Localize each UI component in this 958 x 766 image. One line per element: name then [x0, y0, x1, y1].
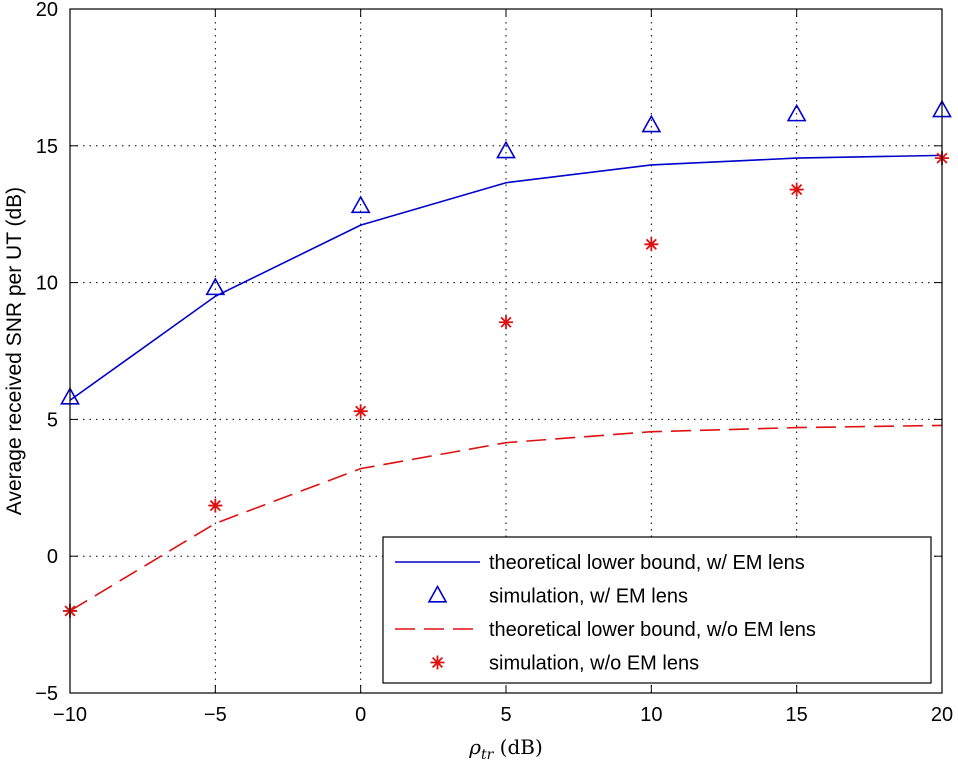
- star-point: [499, 315, 513, 330]
- legend-triangle-swatch: [427, 584, 448, 603]
- x-tick-label: 20: [931, 704, 953, 726]
- y-tick-label: 15: [36, 136, 58, 158]
- y-tick-label: −5: [35, 683, 58, 705]
- y-tick-label: 10: [36, 273, 58, 295]
- triangle-point: [496, 140, 516, 159]
- legend-item: theoretical lower bound, w/o EM lens: [395, 619, 816, 641]
- triangle-point: [786, 103, 807, 122]
- x-tick-label: 5: [500, 704, 511, 726]
- triangle-point: [205, 277, 226, 296]
- y-tick-label: 0: [47, 546, 58, 568]
- star-point: [208, 498, 223, 513]
- series-3: [69, 424, 943, 612]
- legend-item: simulation, w/o EM lens: [430, 653, 699, 675]
- legend-label: simulation, w/ EM lens: [489, 586, 688, 608]
- y-axis-label: Average received SNR per UT (dB): [3, 187, 26, 515]
- star-point: [644, 237, 659, 252]
- x-tick-label: 0: [355, 704, 366, 726]
- y-tick-label: 20: [36, 0, 58, 21]
- star-point: [353, 404, 368, 419]
- x-tick-label: −10: [53, 704, 87, 726]
- legend-label: theoretical lower bound, w/o EM lens: [489, 619, 816, 641]
- plot-frame: [69, 8, 943, 694]
- x-axis-subscript: tr: [481, 747, 495, 763]
- y-tick-label: 5: [47, 409, 58, 431]
- star-point: [789, 182, 804, 197]
- x-tick-label: −5: [204, 704, 227, 726]
- legend-label: simulation, w/o EM lens: [489, 653, 699, 675]
- legend-item: simulation, w/ EM lens: [427, 584, 688, 608]
- triangle-point: [350, 195, 371, 214]
- triangle-point: [641, 114, 662, 133]
- legend-star-swatch: [430, 655, 445, 670]
- legend: theoretical lower bound, w/ EM lens simul…: [382, 536, 932, 684]
- series-1: [69, 154, 943, 401]
- x-axis-symbol: ρ: [468, 735, 481, 759]
- legend-item: theoretical lower bound, w/ EM lens: [395, 552, 805, 574]
- x-tick-label: 15: [786, 704, 808, 726]
- x-axis-label: ρtr (dB): [468, 735, 543, 763]
- series-line: [69, 154, 943, 401]
- x-tick-label: 10: [640, 704, 662, 726]
- x-axis-unit: (dB): [493, 735, 542, 759]
- series-line: [69, 424, 943, 612]
- legend-label: theoretical lower bound, w/ EM lens: [489, 552, 805, 574]
